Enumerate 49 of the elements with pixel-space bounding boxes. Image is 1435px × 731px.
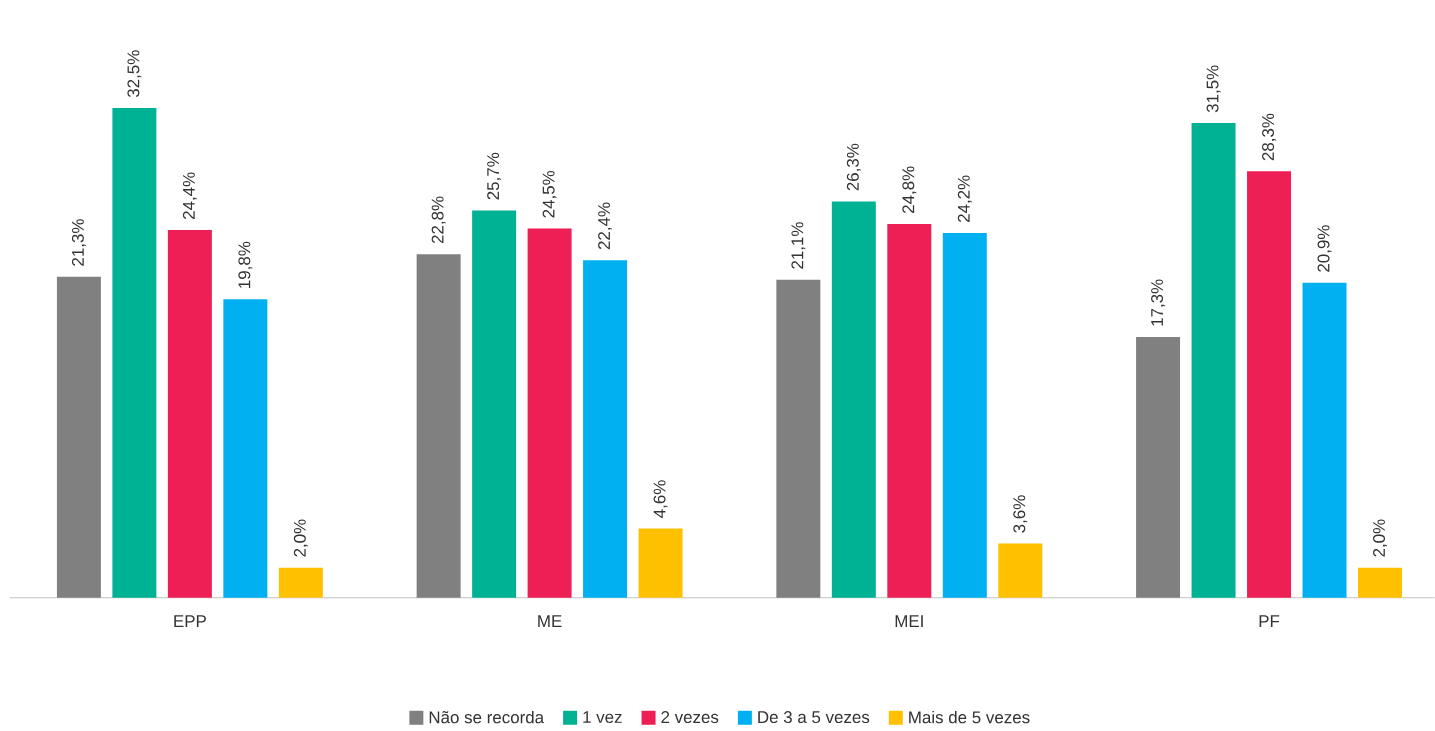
bar xyxy=(1247,171,1292,598)
x-tick-label: ME xyxy=(538,615,562,628)
bar xyxy=(998,543,1043,598)
data-label: 25,7% xyxy=(487,152,502,200)
bar xyxy=(416,254,461,598)
bar xyxy=(1302,282,1347,598)
data-label: 32,5% xyxy=(127,50,142,98)
bar xyxy=(831,201,876,598)
data-label: 24,8% xyxy=(902,166,917,214)
bar xyxy=(1191,123,1236,598)
data-label: 24,2% xyxy=(957,175,972,223)
data-label: 19,8% xyxy=(238,241,253,288)
bar xyxy=(278,567,323,598)
data-label: 17,3% xyxy=(1151,279,1166,326)
data-label: 20,9% xyxy=(1317,225,1332,272)
legend-label: 1 vez xyxy=(583,711,622,724)
data-label: 22,4% xyxy=(598,202,613,250)
data-label: 26,3% xyxy=(846,143,861,191)
bar xyxy=(1358,567,1402,598)
bar xyxy=(167,230,212,598)
bar xyxy=(942,233,987,598)
legend-label: 2 vezes xyxy=(661,711,719,724)
data-label: 21,3% xyxy=(71,219,86,266)
x-tick-label: MEI xyxy=(895,615,923,628)
x-tick-label: EPP xyxy=(174,615,206,628)
bar xyxy=(887,224,932,598)
data-label: 2,0% xyxy=(293,519,308,557)
legend-label: De 3 a 5 vezes xyxy=(758,711,870,724)
data-label: 2,0% xyxy=(1373,519,1387,557)
data-label: 21,1% xyxy=(791,222,806,269)
legend-label: Mais de 5 vezes xyxy=(909,711,1030,724)
bar xyxy=(56,276,101,598)
bar xyxy=(472,210,517,598)
bar xyxy=(527,228,572,598)
data-label: 31,5% xyxy=(1206,65,1221,113)
data-label: 24,5% xyxy=(542,171,557,218)
data-label: 24,4% xyxy=(182,172,197,220)
x-tick-label: PF xyxy=(1259,615,1280,628)
bar xyxy=(583,260,628,598)
legend-label: Não se recorda xyxy=(429,711,545,724)
data-label: 28,3% xyxy=(1262,113,1277,161)
data-label: 3,6% xyxy=(1013,495,1028,533)
bar xyxy=(1136,337,1181,598)
data-label: 4,6% xyxy=(653,480,668,518)
data-label: 22,8% xyxy=(431,196,446,244)
bar xyxy=(223,299,268,598)
bar xyxy=(776,279,821,598)
bar xyxy=(638,528,683,598)
bar xyxy=(112,108,157,598)
